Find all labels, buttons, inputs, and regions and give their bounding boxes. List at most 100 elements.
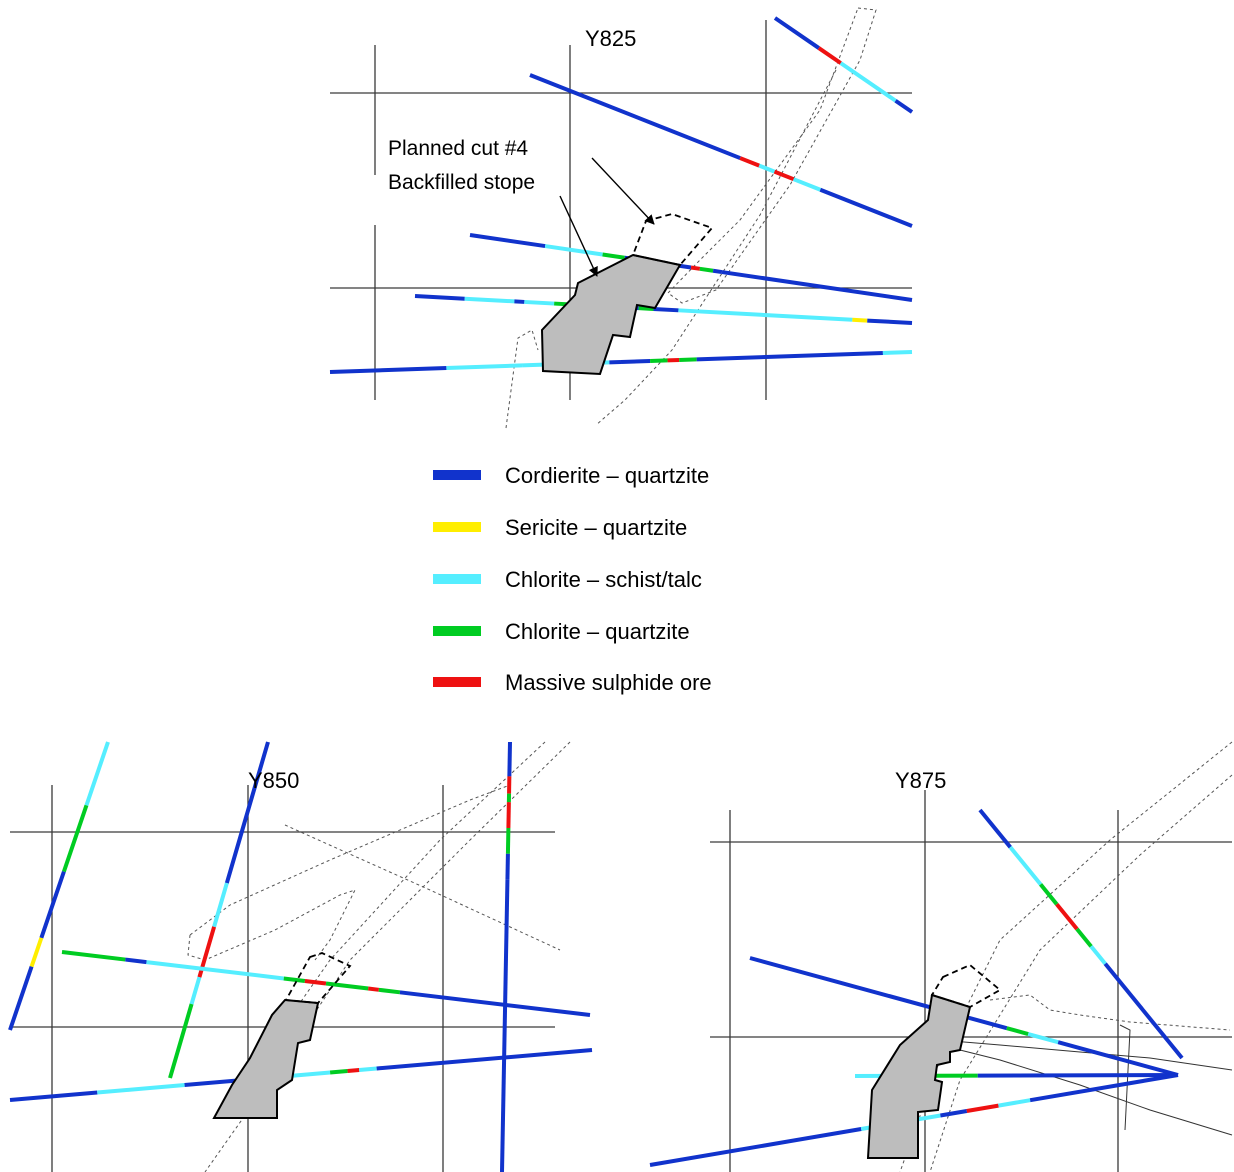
drillhole-segment (125, 957, 147, 965)
section-panel-y825: Y825 Planned cut #4 Backfilled stope (329, 7, 914, 429)
planned-cut (631, 213, 714, 266)
drillhole-segment (998, 1098, 1031, 1108)
drillhole-segment (376, 1048, 593, 1071)
drillhole-segment (168, 1003, 194, 1079)
drillhole-segment (758, 163, 776, 174)
backfilled-stope (540, 253, 682, 376)
drillhole-segment (289, 1070, 331, 1078)
legend-swatch-sericite (433, 522, 481, 532)
planned-cut-arrow (591, 157, 655, 225)
drillhole-segment (500, 879, 510, 1172)
drillhole-segment (9, 1090, 98, 1102)
drillhole-segment (1055, 902, 1079, 931)
drillhole-segment (721, 270, 913, 302)
drillhole-segment (304, 978, 327, 986)
drillhole-segment (653, 306, 679, 313)
drillhole-segment (1008, 845, 1043, 886)
legend-item: Chlorite – schist/talc (433, 567, 702, 592)
section-label-y850: Y850 (248, 768, 299, 793)
drillhole-segment (514, 299, 525, 304)
drillhole-segment (8, 965, 34, 1031)
drillhole-segment (325, 981, 369, 991)
drillhole-segment (464, 296, 515, 304)
drillhole-segment (507, 741, 512, 777)
legend-swatch-massive-sulphide (433, 677, 481, 687)
backfilled-stope-label: Backfilled stope (388, 171, 535, 194)
drillhole-segment (399, 990, 591, 1017)
section-panel-y850: Y850 (8, 741, 593, 1172)
drillhole-segment (62, 804, 89, 873)
drillhole-segment (469, 233, 546, 249)
drillhole-segment (84, 741, 110, 807)
drillhole-segment (329, 1069, 348, 1075)
drillhole-segment (1089, 945, 1107, 966)
drillhole-segment (978, 808, 1012, 849)
drillhole-segment (1039, 883, 1059, 906)
drillhole-segment (739, 156, 760, 168)
drillhole-segment (1075, 927, 1093, 948)
drillhole-segment (544, 244, 603, 257)
drillhole-segment (679, 357, 697, 362)
drillhole-segment (29, 937, 44, 968)
drillhole-segment (446, 363, 523, 370)
legend-item: Sericite – quartzite (433, 515, 687, 540)
drillhole-segment (1006, 1026, 1029, 1036)
drillhole-segment (649, 1127, 862, 1167)
drillhole-segment (966, 1103, 999, 1113)
drillhole-segment (690, 265, 701, 271)
drillhole-segment (696, 351, 883, 362)
drillhole-segment (1103, 962, 1184, 1060)
orebody-outline (899, 741, 1233, 1172)
legend-swatch-chlorite-quartzite (433, 626, 481, 636)
backfilled-stope (866, 993, 972, 1159)
drillhole-segment (712, 268, 723, 275)
drillhole-segment (359, 1066, 377, 1072)
backfilled-stope-arrow (559, 195, 598, 277)
drillhole-segment (817, 46, 842, 65)
legend: Cordierite – quartzite Sericite – quartz… (433, 463, 712, 695)
legend-label: Chlorite – schist/talc (505, 567, 702, 592)
drillhole-segment (867, 318, 913, 325)
grid-lines (710, 790, 1232, 1172)
drillhole-segment (882, 350, 913, 355)
section-panel-y875: Y875 (649, 741, 1233, 1172)
drillhole-segment (1029, 1073, 1179, 1103)
drillhole-segment (283, 976, 306, 983)
legend-label: Massive sulphide ore (505, 670, 712, 695)
drillhole-segment (699, 266, 714, 273)
drillhole-segment (529, 73, 741, 160)
section-label-y875: Y875 (895, 768, 946, 793)
legend-label: Sericite – quartzite (505, 515, 687, 540)
drillhole-segment (1027, 1032, 1059, 1045)
drillhole-traces (8, 741, 593, 1172)
drillhole-segment (819, 187, 913, 228)
drillhole-segment (189, 976, 202, 1005)
planned-cut (930, 963, 1002, 1008)
drillhole-segment (378, 987, 401, 995)
legend-item: Massive sulphide ore (433, 670, 712, 695)
drillhole-segment (638, 306, 654, 311)
drillhole-segment (620, 359, 651, 364)
drillhole-segment (602, 252, 625, 260)
orebody-outline (505, 7, 877, 429)
drillhole-segment (977, 1073, 1179, 1078)
drillhole-segment (678, 308, 853, 322)
drillhole-segment (852, 317, 868, 323)
section-label-y825: Y825 (585, 26, 636, 51)
drillhole-segment (329, 366, 447, 374)
drillhole-segment (39, 870, 66, 939)
drillhole-segment (347, 1068, 360, 1073)
legend-swatch-chlorite-schist (433, 574, 481, 584)
drillhole-segment (224, 741, 270, 884)
drillhole-segment (773, 169, 795, 182)
drillhole-segment (839, 61, 897, 103)
grid-lines (330, 20, 912, 400)
planned-cut (284, 952, 352, 1004)
legend-label: Cordierite – quartzite (505, 463, 709, 488)
orebody-outline (187, 741, 571, 1172)
drillhole-segment (146, 960, 284, 981)
legend-item: Cordierite – quartzite (433, 463, 709, 488)
drillhole-segment (524, 299, 555, 306)
drillhole-segment (368, 986, 380, 992)
